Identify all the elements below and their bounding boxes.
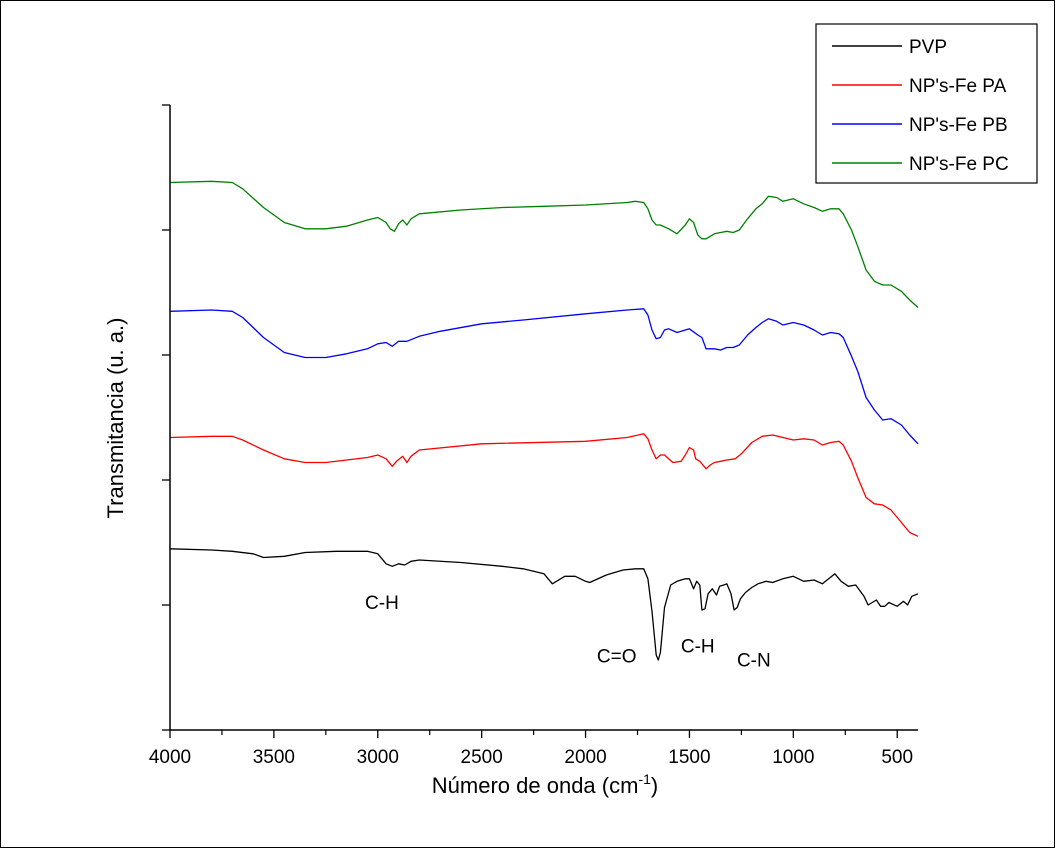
peak-annotation: C=O — [597, 647, 637, 668]
annotations: C-H C=O C-H C-N — [365, 593, 771, 672]
x-tick-label: 2500 — [461, 747, 503, 768]
legend-label-3: NP's-Fe PC — [909, 154, 1009, 175]
peak-annotation: C-N — [737, 650, 771, 671]
x-tick-label: 1500 — [668, 747, 710, 768]
legend-label-0: PVP — [909, 37, 947, 58]
legend-box — [815, 23, 1038, 184]
x-tick-label: 3000 — [357, 747, 399, 768]
legend-label-2: NP's-Fe PB — [909, 115, 1008, 136]
x-axis-title: Número de onda (cm-1) — [432, 771, 658, 798]
x-axis-title-suffix: ) — [651, 773, 658, 798]
x-tick-label: 1000 — [772, 747, 814, 768]
x-ticks: 4000 3500 3000 2500 2000 1500 1000 500 — [149, 730, 913, 768]
x-axis-title-superscript: -1 — [638, 771, 651, 787]
y-ticks — [162, 104, 170, 731]
plot-lines — [169, 180, 919, 661]
axes — [169, 105, 918, 731]
series-line-3 — [169, 180, 919, 308]
x-tick-label: 4000 — [149, 747, 191, 768]
y-axis-title: Transmitancia (u. a.) — [103, 318, 128, 519]
x-tick-label: 2000 — [564, 747, 606, 768]
peak-annotation: C-H — [681, 637, 715, 658]
series-line-0 — [169, 548, 919, 661]
legend: PVP NP's-Fe PA NP's-Fe PB NP's-Fe PC — [815, 23, 1038, 184]
series-line-2 — [169, 308, 919, 445]
legend-label-1: NP's-Fe PA — [909, 76, 1007, 97]
x-tick-label: 3500 — [253, 747, 295, 768]
series-line-1 — [169, 433, 919, 537]
x-tick-label: 500 — [881, 747, 913, 768]
peak-annotation: C-H — [365, 593, 399, 614]
